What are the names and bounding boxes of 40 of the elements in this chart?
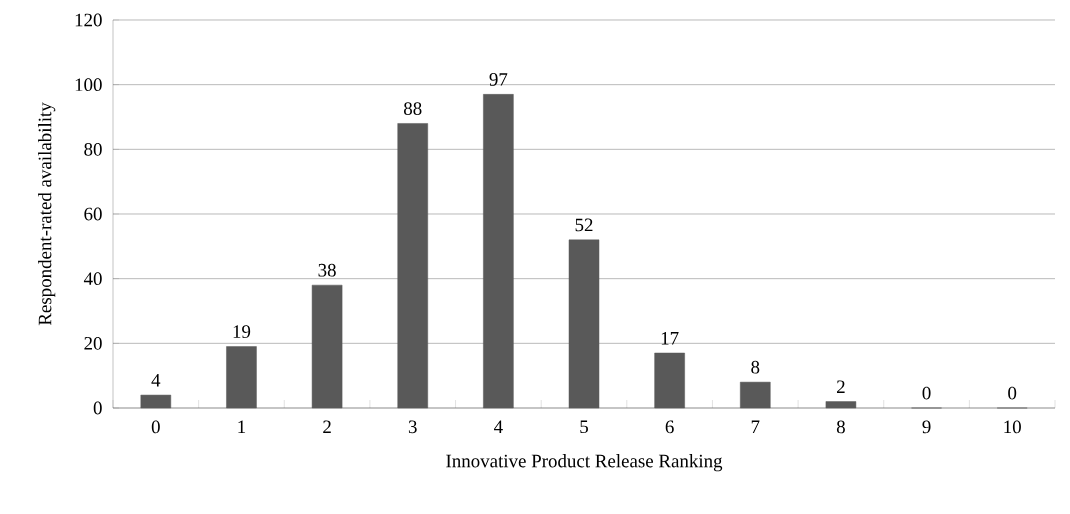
data-label: 97 [489,73,508,86]
y-tick-label: 100 [75,78,102,92]
bar [311,284,343,409]
y-tick-label: 0 [93,401,102,415]
bar [825,401,857,409]
y-tick-label: 120 [75,13,102,27]
bar [654,352,685,409]
bar [226,346,257,409]
data-label: 17 [661,331,679,345]
x-tick-label: 9 [922,420,931,434]
data-label: 0 [1008,386,1017,400]
y-tick-label: 80 [84,142,102,156]
x-tick-label: 0 [151,420,160,434]
y-tick-label: 20 [84,336,102,350]
data-label: 4 [151,374,161,387]
x-tick-label: 1 [238,420,246,433]
x-tick-label: 8 [836,420,845,434]
y-axis-title: Respondent-rated availability [38,102,56,326]
data-label: 8 [751,360,760,374]
bar [140,394,172,409]
x-tick-label: 2 [323,420,331,434]
bar [568,239,600,409]
data-label: 2 [837,380,845,393]
data-label: 0 [922,386,931,400]
x-tick-label: 4 [494,420,503,433]
x-tick-label: 5 [580,420,588,434]
bar [740,381,771,409]
x-tick-label: 10 [1004,420,1021,434]
data-label: 38 [318,263,336,277]
bar [397,123,428,409]
data-label: 88 [403,102,422,115]
data-label: 19 [233,325,251,339]
x-axis-title: Innovative Product Release Ranking [446,454,723,472]
x-tick-label: 6 [665,420,674,434]
data-label: 52 [575,218,593,232]
bar [483,94,514,409]
y-tick-label: 40 [83,272,102,286]
y-tick-label: 60 [84,207,102,221]
x-tick-label: 3 [408,420,417,434]
x-tick-label: 7 [751,420,760,433]
